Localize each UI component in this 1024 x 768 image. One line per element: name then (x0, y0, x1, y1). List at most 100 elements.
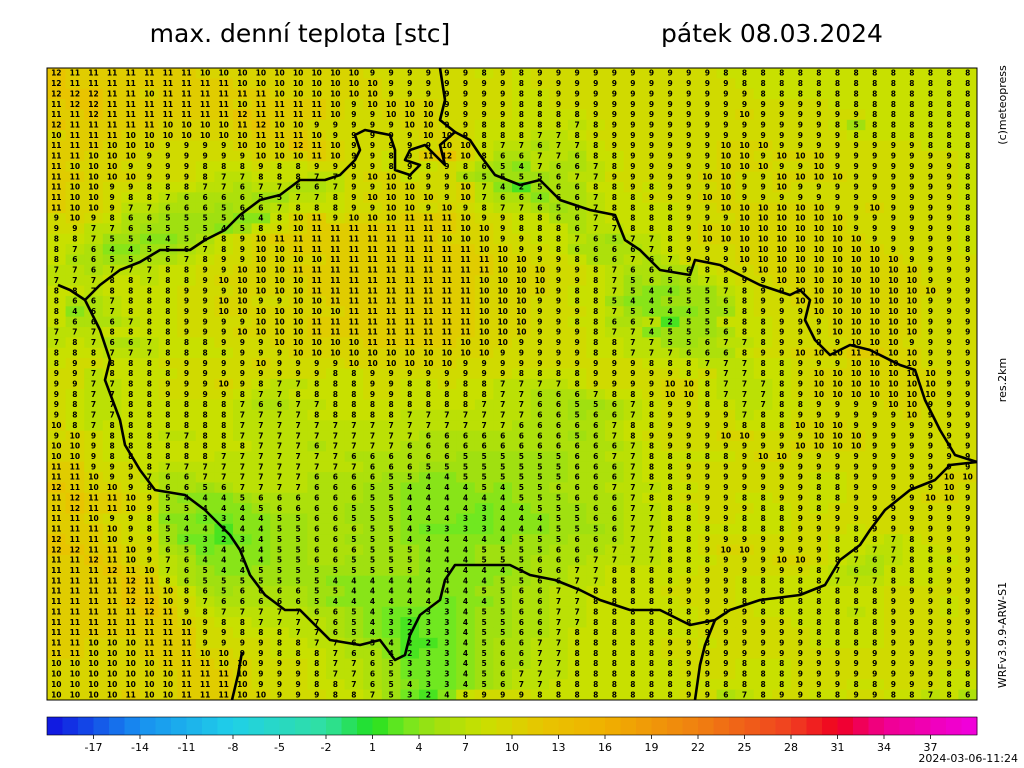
temperature-value: 7 (481, 400, 486, 409)
temperature-cell (326, 482, 346, 494)
temperature-cell (642, 181, 662, 193)
temperature-cell (121, 130, 141, 142)
temperature-cell (65, 192, 85, 204)
temperature-cell (158, 399, 178, 411)
temperature-cell (772, 472, 792, 483)
temperature-cell (902, 171, 922, 183)
temperature-cell (307, 523, 327, 535)
temperature-cell (902, 285, 922, 297)
temperature-cell (642, 575, 662, 587)
temperature-value: 8 (388, 411, 393, 420)
temperature-value: 7 (314, 421, 319, 430)
temperature-cell (363, 378, 383, 390)
temperature-cell (865, 264, 885, 276)
temperature-cell (530, 409, 550, 421)
temperature-cell (660, 378, 680, 390)
temperature-value: 7 (742, 369, 747, 378)
temperature-cell (735, 150, 755, 162)
temperature-cell (530, 213, 550, 224)
temperature-value: 7 (258, 442, 263, 451)
temperature-cell (642, 503, 662, 515)
temperature-cell (307, 285, 327, 297)
temperature-value: 8 (723, 400, 728, 409)
temperature-value: 8 (742, 69, 747, 78)
temperature-cell (698, 275, 718, 287)
temperature-cell (47, 523, 67, 535)
temperature-value: 10 (869, 390, 879, 399)
temperature-cell (698, 316, 718, 328)
temperature-cell (716, 554, 736, 566)
temperature-cell (846, 523, 866, 535)
temperature-value: 9 (723, 214, 728, 223)
temperature-value: 7 (258, 452, 263, 461)
temperature-cell (846, 586, 866, 597)
temperature-cell (307, 368, 327, 380)
temperature-cell (884, 347, 904, 359)
temperature-cell (65, 430, 85, 442)
temperature-cell (642, 68, 662, 79)
temperature-value: 10 (237, 276, 247, 285)
temperature-value: 9 (463, 89, 468, 98)
temperature-value: 9 (686, 400, 691, 409)
temperature-value: 10 (776, 172, 786, 181)
temperature-cell (716, 586, 736, 597)
temperature-cell (772, 140, 792, 152)
temperature-value: 8 (333, 380, 338, 389)
temperature-cell (605, 192, 625, 204)
temperature-value: 8 (519, 224, 524, 233)
temperature-cell (400, 440, 420, 452)
temperature-value: 9 (463, 100, 468, 109)
temperature-value: 8 (128, 400, 133, 409)
temperature-cell (642, 430, 662, 442)
temperature-cell (716, 181, 736, 193)
temperature-value: 9 (295, 359, 300, 368)
temperature-value: 6 (519, 431, 524, 440)
temperature-value: 9 (519, 338, 524, 347)
temperature-cell (419, 472, 439, 483)
temperature-value: 11 (404, 266, 414, 275)
temperature-value: 8 (202, 338, 207, 347)
temperature-value: 9 (593, 89, 598, 98)
temperature-value: 10 (721, 203, 731, 212)
temperature-cell (195, 316, 215, 328)
temperature-value: 10 (386, 110, 396, 119)
temperature-cell (679, 254, 699, 266)
temperature-value: 9 (258, 338, 263, 347)
temperature-value: 7 (612, 224, 617, 233)
temperature-value: 6 (258, 400, 263, 409)
temperature-cell (735, 575, 755, 587)
temperature-value: 9 (240, 152, 245, 161)
temperature-cell (698, 327, 718, 338)
temperature-cell (270, 482, 290, 494)
temperature-cell (158, 161, 178, 173)
temperature-cell (530, 440, 550, 452)
temperature-cell (270, 596, 290, 608)
temperature-value: 9 (928, 255, 933, 264)
temperature-cell (65, 202, 85, 214)
temperature-cell (307, 213, 327, 224)
temperature-cell (474, 161, 494, 173)
temperature-cell (735, 513, 755, 525)
temperature-value: 8 (872, 120, 877, 129)
temperature-cell (512, 461, 532, 473)
temperature-value: 6 (314, 183, 319, 192)
temperature-cell (84, 565, 104, 577)
temperature-cell (660, 368, 680, 380)
temperature-cell (939, 544, 959, 556)
temperature-cell (270, 513, 290, 525)
temperature-value: 9 (946, 162, 951, 171)
temperature-cell (121, 440, 141, 452)
temperature-cell (958, 451, 978, 463)
temperature-cell (549, 368, 569, 380)
temperature-value: 9 (686, 89, 691, 98)
temperature-cell (326, 109, 346, 121)
temperature-value: 5 (221, 214, 226, 223)
temperature-cell (251, 482, 271, 494)
temperature-value: 11 (218, 89, 228, 98)
temperature-value: 10 (107, 141, 117, 150)
temperature-cell (65, 109, 85, 121)
temperature-value: 10 (739, 431, 749, 440)
temperature-cell (939, 482, 959, 494)
temperature-cell (251, 213, 271, 224)
temperature-cell (363, 554, 383, 566)
